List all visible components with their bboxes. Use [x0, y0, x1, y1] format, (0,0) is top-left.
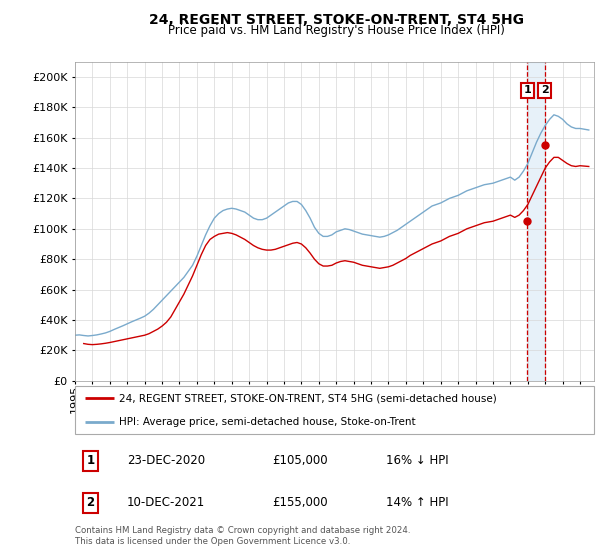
Text: 23-DEC-2020: 23-DEC-2020 [127, 454, 205, 467]
Text: £105,000: £105,000 [272, 454, 328, 467]
FancyBboxPatch shape [75, 386, 594, 434]
Text: 1: 1 [86, 454, 95, 467]
Bar [527, 62, 545, 381]
Text: 14% ↑ HPI: 14% ↑ HPI [386, 496, 449, 509]
Text: HPI: Average price, semi-detached house, Stoke-on-Trent: HPI: Average price, semi-detached house,… [119, 417, 416, 427]
Text: 10-DEC-2021: 10-DEC-2021 [127, 496, 205, 509]
Text: Price paid vs. HM Land Registry's House Price Index (HPI): Price paid vs. HM Land Registry's House … [167, 24, 505, 38]
Text: 24, REGENT STREET, STOKE-ON-TRENT, ST4 5HG: 24, REGENT STREET, STOKE-ON-TRENT, ST4 5… [149, 13, 523, 27]
Text: 1: 1 [523, 85, 531, 95]
Text: Contains HM Land Registry data © Crown copyright and database right 2024.
This d: Contains HM Land Registry data © Crown c… [75, 526, 410, 546]
Text: 24, REGENT STREET, STOKE-ON-TRENT, ST4 5HG (semi-detached house): 24, REGENT STREET, STOKE-ON-TRENT, ST4 5… [119, 393, 497, 403]
Text: 2: 2 [541, 85, 548, 95]
Text: 2: 2 [86, 496, 95, 509]
Text: 16% ↓ HPI: 16% ↓ HPI [386, 454, 449, 467]
Text: £155,000: £155,000 [272, 496, 328, 509]
